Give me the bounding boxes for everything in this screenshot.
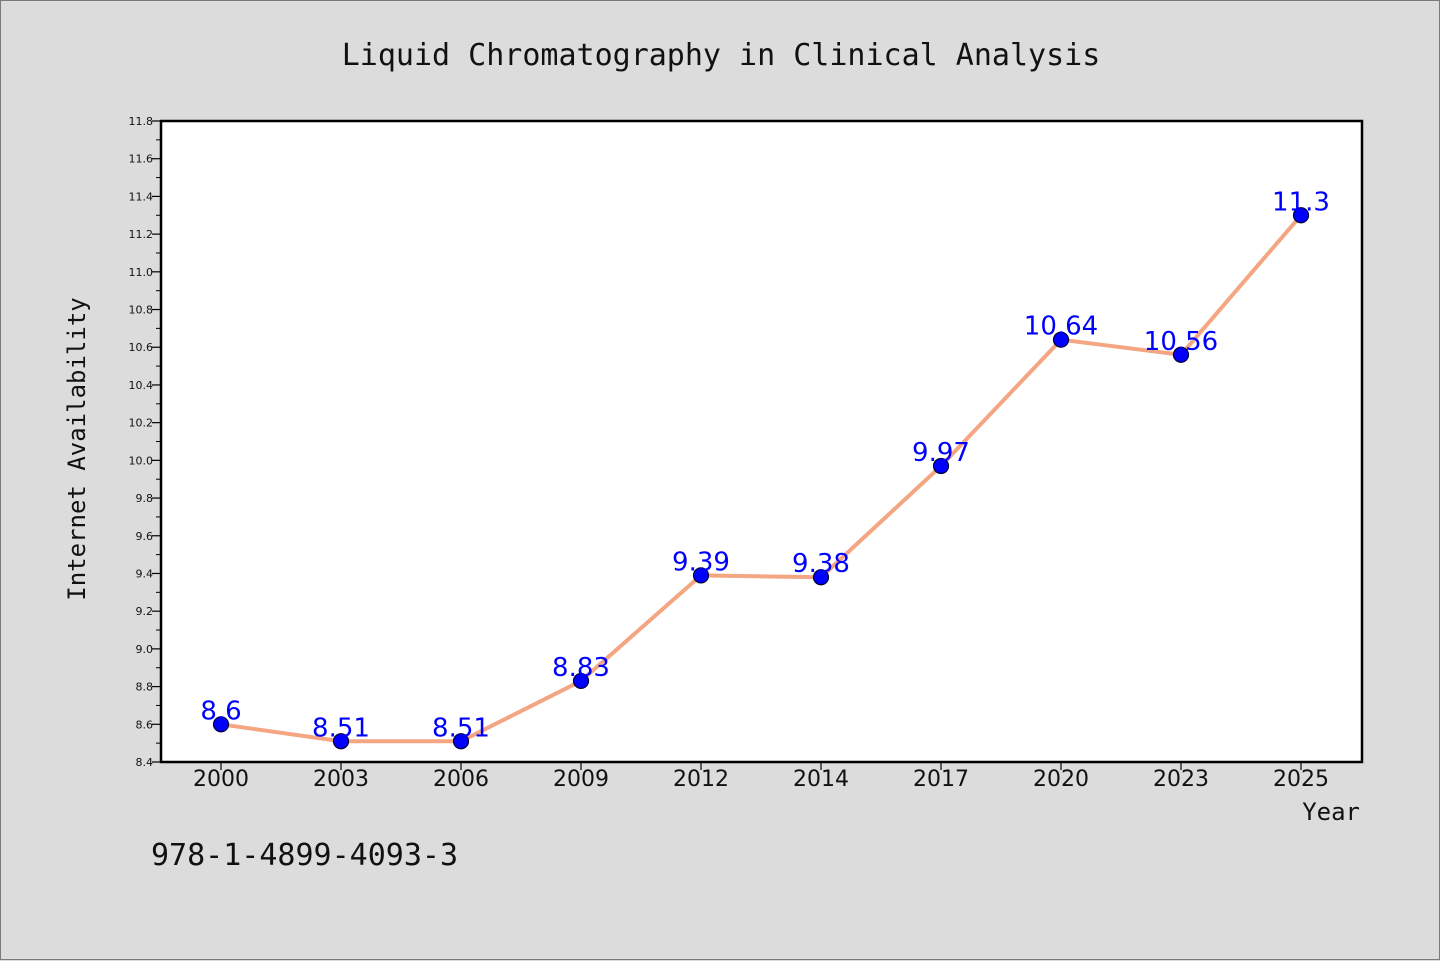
y-tick-label: 9.8 bbox=[136, 492, 154, 505]
series-markers bbox=[212, 207, 1310, 750]
y-tick-label: 9.2 bbox=[136, 605, 154, 618]
x-axis-label: Year bbox=[1302, 798, 1360, 826]
data-point bbox=[452, 733, 470, 750]
data-label: 8.83 bbox=[552, 653, 610, 683]
data-point bbox=[812, 569, 830, 586]
data-point bbox=[572, 672, 590, 690]
x-tick-label: 2020 bbox=[1033, 767, 1089, 792]
data-label: 8.6 bbox=[200, 696, 241, 726]
data-point bbox=[932, 457, 950, 475]
data-label: 9.39 bbox=[672, 547, 730, 577]
x-tick-label: 2023 bbox=[1153, 767, 1209, 792]
data-label: 11.3 bbox=[1272, 187, 1330, 217]
x-tick-label: 2000 bbox=[193, 767, 249, 792]
x-tick-label: 2025 bbox=[1273, 767, 1329, 792]
y-tick-label: 11.4 bbox=[129, 190, 154, 203]
y-tick-label: 10.2 bbox=[129, 417, 154, 430]
y-tick-label: 10.4 bbox=[129, 379, 154, 392]
data-label: 10.56 bbox=[1144, 327, 1218, 357]
plot-area bbox=[159, 119, 1364, 764]
y-axis-label: Internet Availability bbox=[63, 297, 91, 600]
data-point bbox=[692, 567, 710, 584]
data-point bbox=[332, 733, 350, 750]
y-tick-label: 10.6 bbox=[129, 341, 154, 354]
y-tick-label: 9.4 bbox=[136, 567, 154, 580]
x-axis: 2000 2003 2006 2009 2012 2014 2017 2020 2023 2025 bbox=[193, 762, 1329, 792]
y-tick-label: 11.2 bbox=[129, 228, 154, 241]
isbn-text: 978-1-4899-4093-3 bbox=[151, 838, 458, 873]
data-point bbox=[1292, 207, 1310, 224]
data-label: 10.64 bbox=[1024, 312, 1098, 342]
data-label: 8.51 bbox=[312, 713, 370, 743]
y-tick-label: 11.0 bbox=[129, 266, 154, 279]
y-tick-label: 10.0 bbox=[129, 454, 154, 467]
data-point bbox=[1052, 331, 1070, 348]
data-point bbox=[212, 716, 230, 733]
x-tick-label: 2012 bbox=[673, 767, 729, 792]
x-tick-label: 2006 bbox=[433, 767, 489, 792]
data-label: 8.51 bbox=[432, 713, 490, 743]
chart-title: Liquid Chromatography in Clinical Analys… bbox=[342, 38, 1101, 73]
y-tick-label: 9.6 bbox=[136, 530, 154, 543]
series-line bbox=[220, 213, 1303, 744]
x-tick-label: 2009 bbox=[553, 767, 609, 792]
data-labels: 8.6 8.51 8.51 8.83 9.39 9.38 9.97 10.64 10.56 11.… bbox=[200, 187, 1330, 743]
y-tick-label: 10.8 bbox=[129, 304, 154, 317]
x-tick-label: 2003 bbox=[313, 767, 369, 792]
data-label: 9.97 bbox=[912, 438, 970, 468]
y-tick-label: 8.8 bbox=[136, 681, 154, 694]
data-label: 9.38 bbox=[792, 549, 850, 579]
x-tick-label: 2017 bbox=[913, 767, 969, 792]
y-tick-label: 8.6 bbox=[136, 718, 154, 731]
y-tick-label: 11.8 bbox=[129, 115, 154, 128]
y-tick-label: 8.4 bbox=[136, 756, 154, 769]
y-tick-label: 11.6 bbox=[129, 153, 154, 166]
y-axis: 8.4 8.6 8.8 9.0 9.2 9.4 9.6 9.8 10.0 10.2 10.4 10.6… bbox=[129, 115, 161, 769]
x-tick-label: 2014 bbox=[793, 767, 849, 792]
series-polyline bbox=[220, 213, 1303, 744]
y-tick-label: 9.0 bbox=[136, 643, 154, 656]
data-point bbox=[1172, 346, 1190, 363]
